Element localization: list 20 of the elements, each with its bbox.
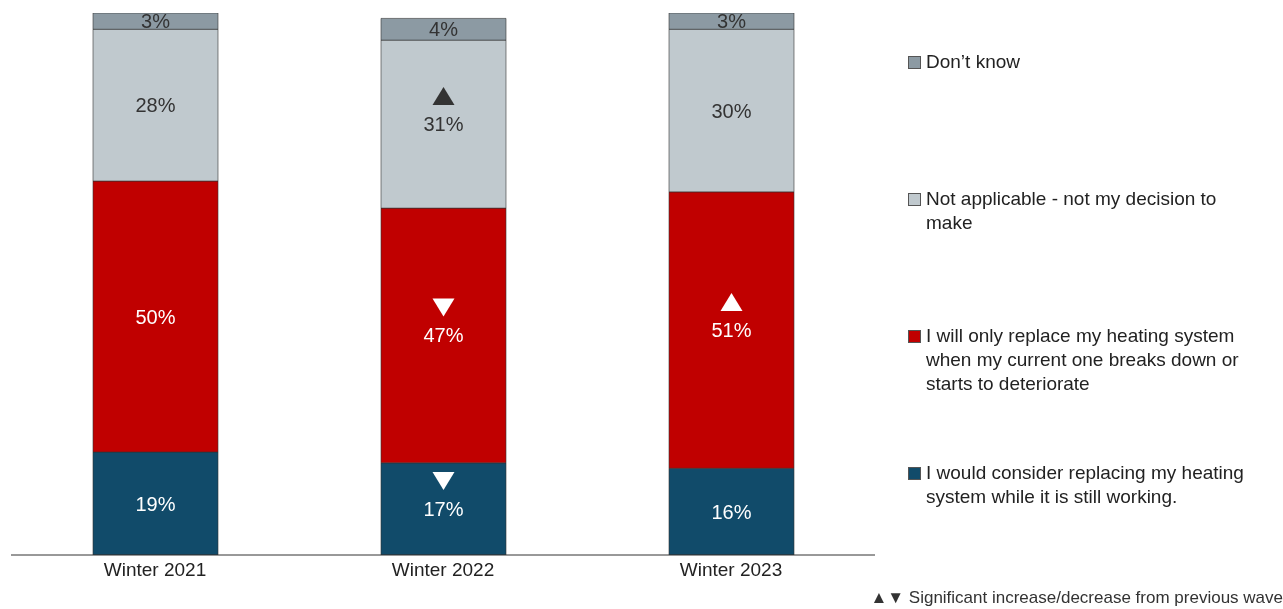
data-label: 28% (135, 94, 176, 117)
data-label: 16% (711, 500, 752, 523)
data-label: 51% (711, 319, 752, 342)
legend-label: I will only replace my heating system when my current one breaks down or starts to deteriorate (926, 324, 1240, 396)
data-label: 17% (423, 497, 464, 520)
legend-label: Don’t know (926, 50, 1020, 74)
data-label: 30% (711, 99, 752, 122)
data-label: 31% (423, 113, 464, 136)
x-tick-label: Winter 2022 (391, 559, 495, 581)
data-label: 3% (717, 10, 747, 33)
x-tick-label: Winter 2023 (679, 559, 783, 581)
data-label: 3% (141, 10, 171, 33)
legend-label: Not applicable - not my decision to make (926, 187, 1218, 235)
text: ▲▼ Significant increase/decrease from previous wave (870, 588, 1283, 608)
x-tick-label: Winter 2021 (103, 559, 207, 581)
data-label: 4% (429, 18, 459, 41)
legend-label: I would consider replacing my heating system while it is still working. (926, 461, 1245, 509)
data-label: 47% (423, 324, 464, 347)
data-label: 50% (135, 305, 176, 328)
data-label: 19% (135, 492, 176, 515)
